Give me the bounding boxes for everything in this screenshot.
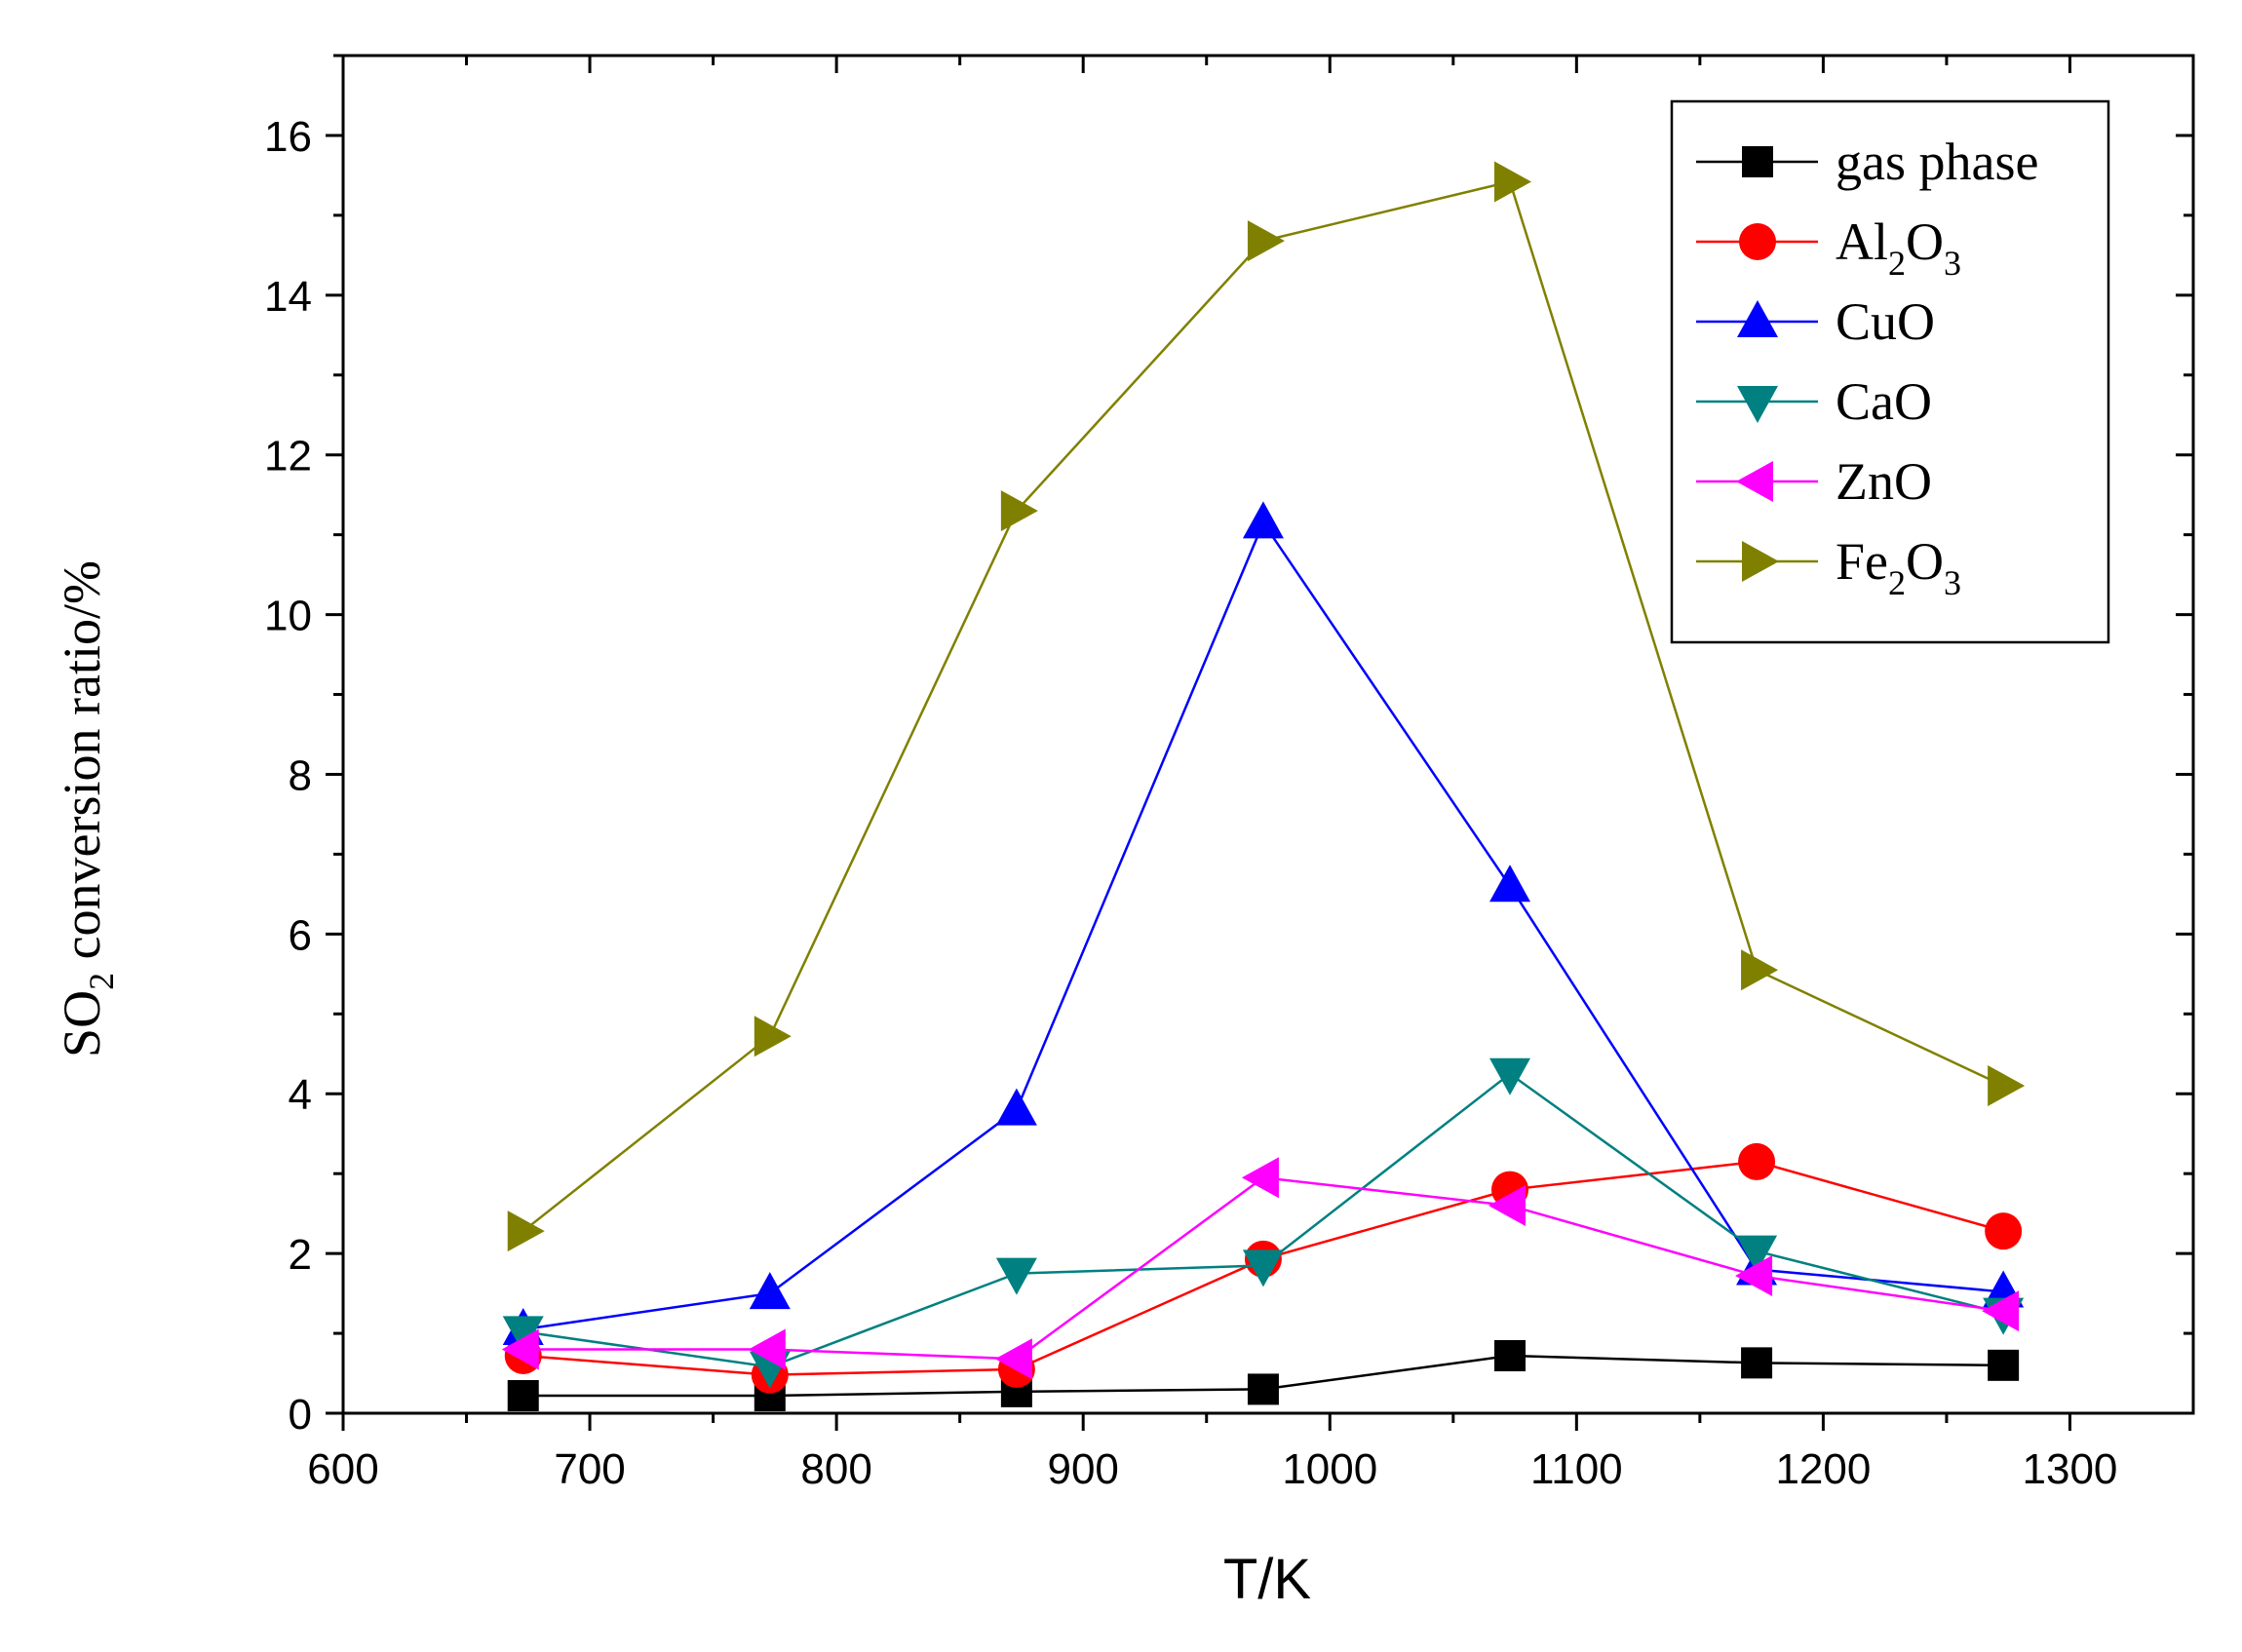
- x-tick-label: 1300: [2023, 1445, 2118, 1493]
- series-zno: [501, 1157, 2020, 1380]
- data-point: [1735, 1255, 1773, 1297]
- data-point: [507, 1379, 539, 1411]
- y-tick-label: 4: [289, 1071, 312, 1119]
- data-point: [502, 1316, 544, 1354]
- y-tick-label: 16: [264, 113, 312, 161]
- data-point: [995, 1088, 1037, 1126]
- series-gas-phase: [507, 1340, 2020, 1411]
- legend-label: Fe2O3: [1836, 532, 1961, 602]
- data-point: [995, 1257, 1037, 1295]
- data-point: [1988, 1065, 2026, 1107]
- y-axis-title: SO2 conversion ratio/%: [53, 560, 121, 1057]
- data-point: [501, 1328, 539, 1370]
- data-point: [748, 1328, 786, 1370]
- series-cao: [502, 1057, 2025, 1389]
- x-tick-label: 1000: [1282, 1445, 1377, 1493]
- y-tick-label: 8: [289, 751, 312, 799]
- legend-marker: [1739, 223, 1776, 260]
- plot-area-frame: [341, 54, 2195, 1415]
- y-tick-label: 12: [264, 433, 312, 480]
- legend-marker: [1737, 386, 1778, 423]
- y-tick-label: 6: [289, 911, 312, 959]
- data-point: [1241, 1157, 1279, 1199]
- y-tick-label: 0: [289, 1391, 312, 1439]
- x-tick-label: 600: [307, 1445, 378, 1493]
- data-point: [1489, 864, 1531, 903]
- legend-item: CaO: [1696, 372, 1932, 431]
- legend-marker: [1742, 146, 1773, 177]
- data-point: [1985, 1212, 2023, 1250]
- series-line: [522, 1072, 2004, 1368]
- x-tick-label: 1100: [1530, 1445, 1623, 1493]
- data-point: [507, 1210, 545, 1252]
- data-point: [1000, 490, 1038, 532]
- x-tick-label: 800: [800, 1445, 871, 1493]
- x-tick-label: 700: [554, 1445, 625, 1493]
- legend-label: gas phase: [1836, 133, 2038, 191]
- x-axis-title: T/K: [1223, 1548, 1312, 1611]
- data-point: [1741, 1347, 1773, 1379]
- y-tick-label: 2: [289, 1231, 312, 1279]
- data-point: [1494, 161, 1532, 203]
- data-point: [994, 1338, 1032, 1380]
- data-point: [1494, 1340, 1527, 1372]
- legend-item: Al2O3: [1696, 212, 1961, 283]
- data-point: [1247, 1373, 1279, 1405]
- legend-label: CaO: [1836, 372, 1932, 431]
- data-point: [1736, 1235, 1778, 1273]
- series-fe2o3: [507, 161, 2026, 1252]
- data-point: [1242, 1249, 1284, 1287]
- legend-marker: [1737, 300, 1778, 337]
- legend-marker: [1742, 541, 1779, 582]
- legend-label: CuO: [1836, 292, 1935, 351]
- legend-label: ZnO: [1836, 452, 1932, 511]
- data-point: [1741, 949, 1779, 991]
- y-tick-label: 14: [264, 273, 312, 321]
- data-point: [1988, 1349, 2020, 1381]
- legend-label: Al2O3: [1836, 212, 1961, 283]
- data-point: [749, 1272, 791, 1310]
- data-point: [1489, 1057, 1531, 1095]
- series-line: [522, 519, 2004, 1331]
- data-point: [1247, 220, 1285, 262]
- y-tick-label: 10: [264, 593, 312, 640]
- legend-item: ZnO: [1696, 452, 1932, 511]
- x-tick-label: 900: [1047, 1445, 1118, 1493]
- legend-item: CuO: [1696, 292, 1935, 351]
- data-point: [1738, 1142, 1776, 1180]
- data-point: [1242, 501, 1284, 539]
- data-point: [1488, 1184, 1527, 1226]
- legend-item: gas phase: [1696, 133, 2038, 191]
- legend-item: Fe2O3: [1696, 532, 1961, 602]
- legend-marker: [1736, 461, 1773, 502]
- data-point: [754, 1016, 792, 1057]
- data-point: [1982, 1290, 2020, 1332]
- x-tick-label: 1200: [1775, 1445, 1871, 1493]
